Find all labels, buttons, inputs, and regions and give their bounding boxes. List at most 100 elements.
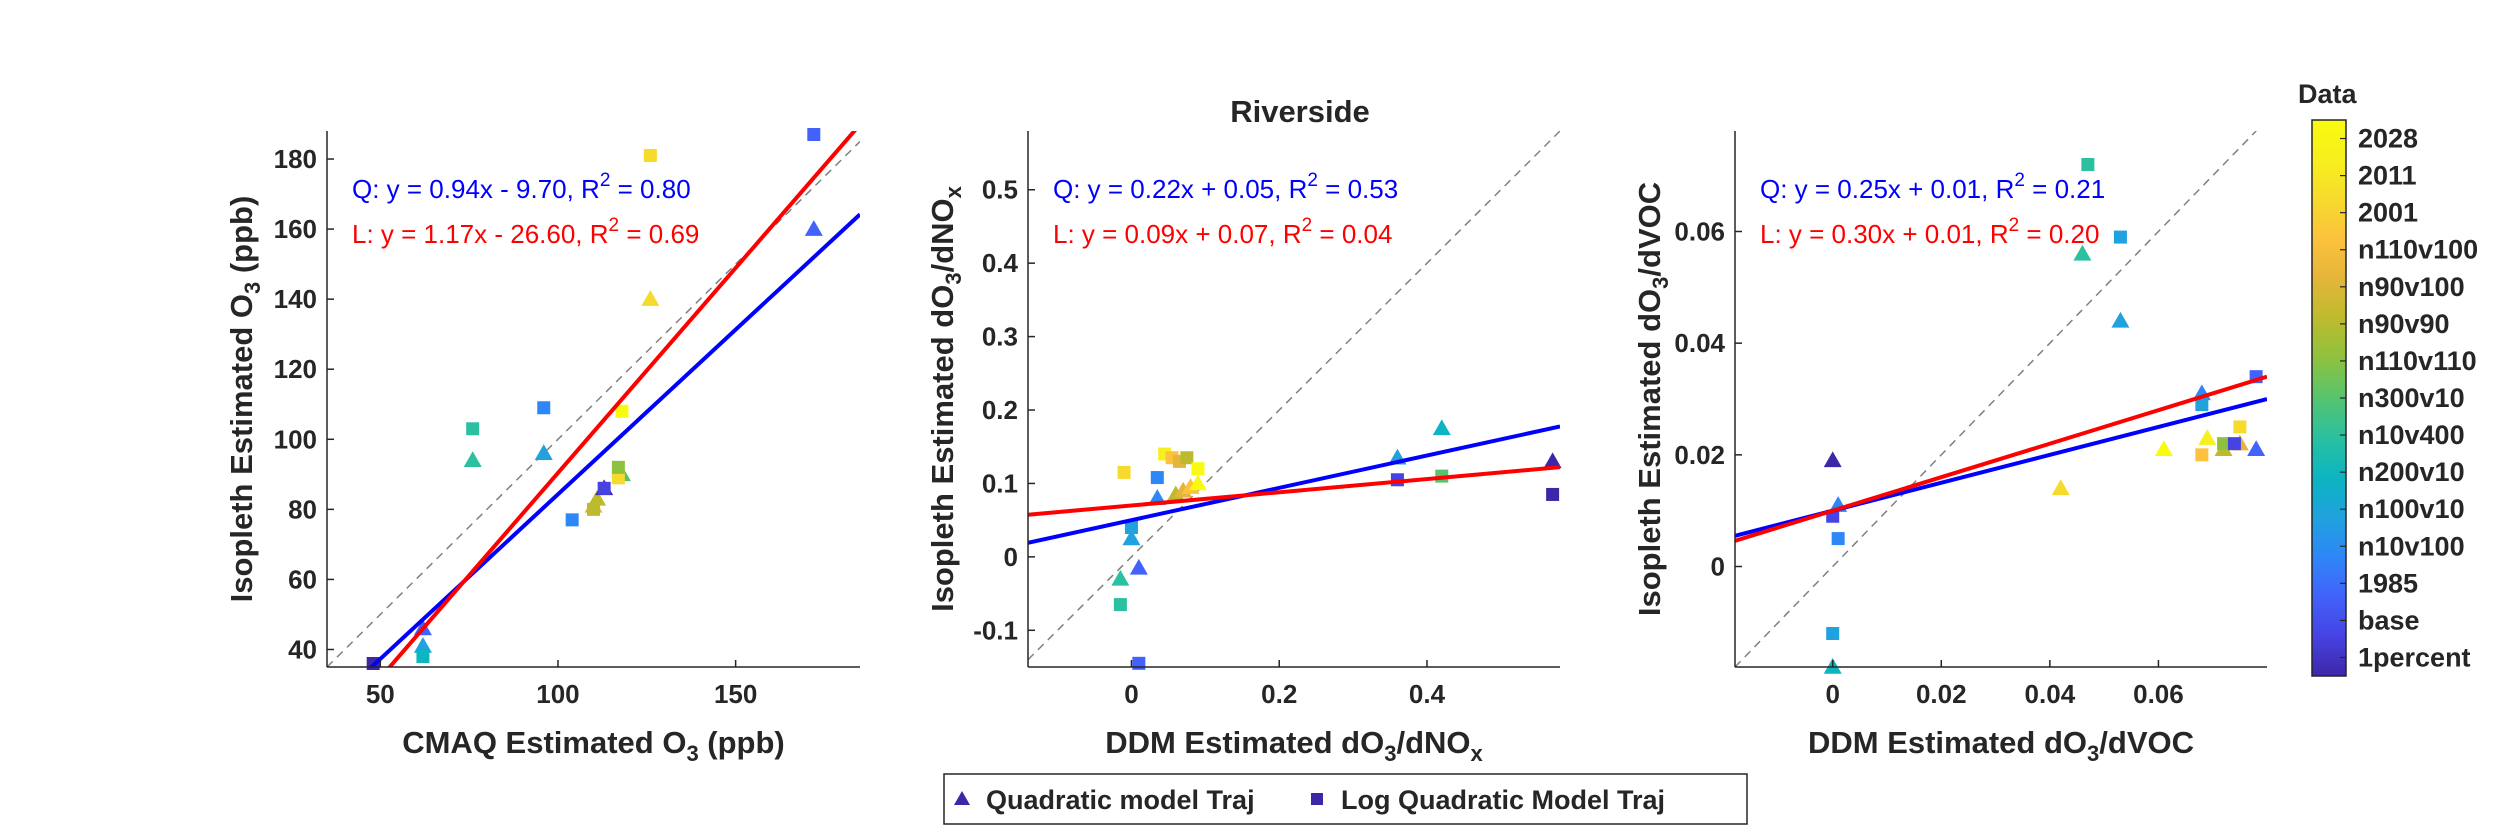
- colorbar-label: n100v10: [2358, 494, 2465, 524]
- colorbar-label: 1985: [2358, 568, 2418, 598]
- square-marker: [2195, 398, 2209, 412]
- colorbar-label: n10v100: [2358, 531, 2465, 561]
- colorbar-label: n200v10: [2358, 457, 2465, 487]
- y-tick-label: 100: [274, 424, 317, 454]
- y-tick-label: 60: [288, 564, 317, 594]
- triangle-marker: [1823, 451, 1842, 468]
- y-tick-label: -0.1: [973, 615, 1018, 645]
- square-marker: [1132, 656, 1146, 670]
- fit-line-l: [1735, 374, 2267, 543]
- triangle-marker: [2051, 479, 2070, 496]
- triangle-marker: [641, 290, 660, 306]
- y-tick-label: 0.06: [1674, 217, 1725, 247]
- legend: Quadratic model Traj Log Quadratic Model …: [943, 773, 1748, 825]
- x-tick-label: 0.02: [1916, 679, 1967, 709]
- square-marker: [611, 471, 625, 485]
- square-marker: [1831, 532, 1845, 546]
- colorbar-label: base: [2358, 605, 2420, 635]
- colorbar-label: n90v100: [2358, 272, 2465, 302]
- square-marker: [416, 649, 430, 663]
- square-marker: [1180, 451, 1194, 465]
- fit-line-q: [1028, 424, 1560, 545]
- square-marker: [1191, 462, 1205, 476]
- triangle-marker: [1129, 558, 1148, 575]
- y-tick-label: 140: [274, 284, 317, 314]
- square-marker: [2195, 448, 2209, 462]
- y-tick-label: 0.5: [982, 175, 1018, 205]
- y-tick-label: 0: [1711, 552, 1725, 582]
- triangle-marker: [1188, 474, 1207, 491]
- legend-triangle-icon: [954, 791, 970, 805]
- triangle-marker: [534, 444, 553, 461]
- panel-middle: 0 0.2 0.4 -0.1 0 0.1 0.2 0.3 0.4 0.5 DDM Estimated…: [925, 131, 1562, 766]
- triangle-marker: [588, 489, 607, 506]
- triangle-marker: [804, 220, 823, 236]
- one-to-one-line: [1735, 131, 2257, 667]
- x-tick-label: 0: [1124, 679, 1138, 709]
- legend-box: [943, 773, 1748, 825]
- square-marker: [2227, 437, 2241, 451]
- square-marker: [615, 404, 629, 418]
- legend-square-icon: [1311, 793, 1323, 805]
- x-axis-label: DDM Estimated dO3/dVOC: [1808, 725, 2194, 766]
- x-tick-label: 0.4: [1409, 679, 1446, 709]
- x-tick-label: 150: [714, 679, 757, 709]
- x-axis-label: CMAQ Estimated O3 (ppb): [402, 725, 785, 766]
- square-marker: [2113, 230, 2127, 244]
- colorbar-title: Data: [2298, 79, 2358, 109]
- square-marker: [611, 460, 625, 474]
- colorbar: Data 1percent base 1985 n10v100 n100v10 n200v…: [2298, 79, 2478, 677]
- triangle-marker: [1432, 419, 1451, 436]
- triangle-marker: [2154, 440, 2173, 456]
- triangle-marker: [463, 451, 482, 468]
- panel-right: 0 0.02 0.04 0.06 0 0.02 0.04 0.06 DDM Estimated …: [1632, 131, 2267, 766]
- square-marker: [1150, 471, 1164, 485]
- y-tick-label: 0.4: [982, 248, 1019, 278]
- square-marker: [2217, 437, 2231, 451]
- triangle-marker: [2111, 311, 2130, 328]
- fit-equation: L: y = 0.09x + 0.07, R2 = 0.04: [1053, 215, 1392, 249]
- fit-line-l: [387, 131, 858, 667]
- y-tick-label: 0.04: [1674, 328, 1725, 358]
- fit-line-q: [368, 212, 860, 667]
- fit-equation: Q: y = 0.25x + 0.01, R2 = 0.21: [1760, 170, 2105, 204]
- square-marker: [1826, 627, 1840, 640]
- colorbar-label: n110v110: [2358, 346, 2477, 376]
- y-tick-label: 0.02: [1674, 440, 1725, 470]
- colorbar-label: n10v400: [2358, 420, 2465, 450]
- y-axis-label: Isopleth Estimated dO3/dNOx: [925, 185, 966, 612]
- square-marker: [537, 401, 551, 415]
- y-tick-label: 40: [288, 634, 317, 664]
- square-marker: [1124, 520, 1138, 534]
- square-marker: [597, 481, 611, 495]
- fit-equation: L: y = 0.30x + 0.01, R2 = 0.20: [1760, 215, 2099, 249]
- y-tick-label: 0.2: [982, 395, 1018, 425]
- square-marker: [1113, 598, 1127, 612]
- triangle-marker: [1543, 452, 1562, 469]
- triangle-marker: [2247, 440, 2266, 456]
- y-tick-label: 180: [274, 144, 317, 174]
- square-marker: [565, 513, 579, 527]
- y-tick-label: 0.1: [982, 468, 1018, 498]
- x-tick-label: 50: [366, 679, 395, 709]
- y-tick-label: 80: [288, 494, 317, 524]
- colorbar-label: 2028: [2358, 124, 2418, 154]
- panel-left: 50 100 150 40 60 80 100 120 140 160 180 CMAQ Estima…: [224, 128, 860, 766]
- x-tick-label: 0.06: [2133, 679, 2184, 709]
- triangle-marker: [2198, 429, 2217, 445]
- legend-label: Quadratic model Traj: [986, 785, 1255, 815]
- y-tick-label: 0.3: [982, 322, 1018, 352]
- y-axis-label: Isopleth Estimated dO3/dVOC: [1632, 182, 1673, 616]
- square-marker: [2081, 158, 2095, 171]
- one-to-one-line: [1028, 131, 1560, 661]
- x-tick-label: 0: [1825, 679, 1839, 709]
- colorbar-label: 1percent: [2358, 642, 2471, 672]
- square-marker: [1546, 487, 1560, 501]
- square-marker: [587, 502, 600, 516]
- x-tick-label: 0.2: [1261, 679, 1297, 709]
- square-marker: [807, 128, 821, 142]
- y-tick-label: 120: [274, 354, 317, 384]
- y-tick-label: 160: [274, 214, 317, 244]
- triangle-marker: [1122, 529, 1141, 546]
